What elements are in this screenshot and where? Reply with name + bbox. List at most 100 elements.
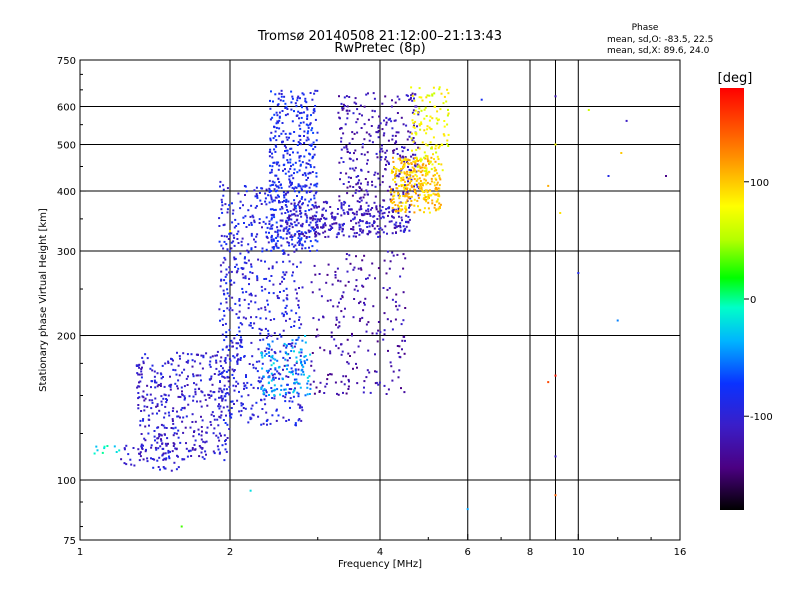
data-point bbox=[140, 445, 143, 448]
data-point bbox=[426, 189, 429, 192]
data-point bbox=[223, 376, 226, 379]
data-point bbox=[393, 149, 396, 152]
data-point bbox=[286, 223, 289, 226]
data-point bbox=[202, 440, 205, 443]
data-point bbox=[250, 248, 253, 251]
data-point bbox=[312, 111, 315, 114]
data-point bbox=[268, 279, 271, 282]
data-point bbox=[274, 367, 277, 370]
data-point bbox=[229, 230, 231, 233]
data-point bbox=[347, 181, 350, 183]
data-point bbox=[335, 344, 338, 347]
data-point bbox=[366, 183, 369, 186]
data-point bbox=[345, 145, 348, 147]
data-point bbox=[293, 204, 296, 207]
data-point bbox=[371, 262, 374, 265]
data-point bbox=[274, 388, 277, 391]
data-point bbox=[270, 131, 273, 134]
data-point bbox=[429, 160, 432, 163]
data-point bbox=[403, 165, 406, 168]
data-point bbox=[272, 376, 275, 379]
data-point bbox=[357, 175, 360, 177]
data-point bbox=[225, 273, 228, 276]
x-tick-label: 6 bbox=[465, 547, 471, 558]
data-point bbox=[389, 198, 392, 201]
data-point bbox=[381, 206, 384, 208]
data-point bbox=[408, 135, 411, 138]
data-point bbox=[403, 162, 406, 165]
data-point bbox=[235, 225, 238, 227]
data-point bbox=[369, 208, 372, 211]
data-point bbox=[379, 204, 381, 207]
data-point bbox=[153, 458, 156, 461]
x-axis-label: Frequency [MHz] bbox=[338, 559, 422, 570]
data-point bbox=[347, 280, 350, 283]
data-point bbox=[135, 365, 138, 367]
data-point bbox=[223, 434, 226, 437]
data-point bbox=[311, 127, 314, 130]
data-point bbox=[277, 246, 280, 249]
data-point bbox=[393, 119, 396, 122]
data-point bbox=[347, 176, 350, 179]
data-point bbox=[380, 209, 383, 212]
data-point bbox=[554, 143, 557, 146]
data-point bbox=[265, 389, 267, 392]
data-point bbox=[254, 246, 257, 248]
data-point bbox=[412, 140, 415, 143]
data-point bbox=[295, 312, 298, 315]
data-point bbox=[292, 263, 295, 266]
data-point bbox=[153, 430, 156, 432]
data-point bbox=[261, 289, 264, 292]
data-point bbox=[358, 302, 360, 305]
data-point bbox=[288, 231, 291, 234]
data-point bbox=[283, 144, 286, 147]
data-point bbox=[308, 231, 311, 234]
data-point bbox=[350, 208, 353, 211]
data-point bbox=[139, 424, 142, 427]
data-point bbox=[175, 373, 178, 376]
data-point bbox=[317, 318, 320, 321]
data-point bbox=[410, 180, 413, 183]
data-point bbox=[155, 448, 158, 451]
x-tick-label: 1 bbox=[77, 547, 83, 558]
data-point bbox=[265, 235, 268, 238]
data-point bbox=[182, 352, 185, 355]
data-point bbox=[264, 288, 267, 291]
data-point bbox=[341, 230, 344, 233]
data-point bbox=[307, 176, 309, 179]
data-point bbox=[143, 399, 146, 402]
data-point bbox=[288, 217, 291, 220]
data-point bbox=[222, 188, 225, 191]
data-point bbox=[297, 141, 300, 143]
data-point bbox=[183, 368, 186, 371]
data-point bbox=[301, 286, 304, 289]
data-point bbox=[300, 231, 303, 234]
y-axis-label: Stationary phase Virtual Height [km] bbox=[38, 208, 49, 392]
data-point bbox=[146, 357, 149, 360]
data-point bbox=[244, 194, 246, 196]
colorbar-tick-label: -100 bbox=[750, 412, 773, 423]
data-point bbox=[300, 362, 302, 365]
data-point bbox=[271, 267, 274, 270]
data-point bbox=[361, 214, 364, 217]
data-point bbox=[358, 112, 361, 115]
data-point bbox=[261, 408, 264, 410]
data-point bbox=[231, 341, 234, 344]
data-point bbox=[433, 184, 436, 187]
data-point bbox=[223, 223, 226, 226]
data-point bbox=[186, 361, 189, 364]
data-point bbox=[346, 105, 349, 108]
data-point bbox=[383, 333, 386, 336]
data-point bbox=[232, 377, 235, 380]
data-point bbox=[202, 356, 205, 359]
data-point bbox=[226, 248, 229, 251]
data-point bbox=[293, 382, 296, 385]
data-point bbox=[313, 214, 316, 217]
data-point bbox=[201, 419, 204, 422]
data-point bbox=[290, 90, 293, 93]
data-point bbox=[228, 329, 231, 331]
data-point bbox=[270, 168, 273, 171]
data-point bbox=[306, 114, 309, 117]
data-point bbox=[273, 397, 276, 400]
data-point bbox=[227, 349, 230, 351]
